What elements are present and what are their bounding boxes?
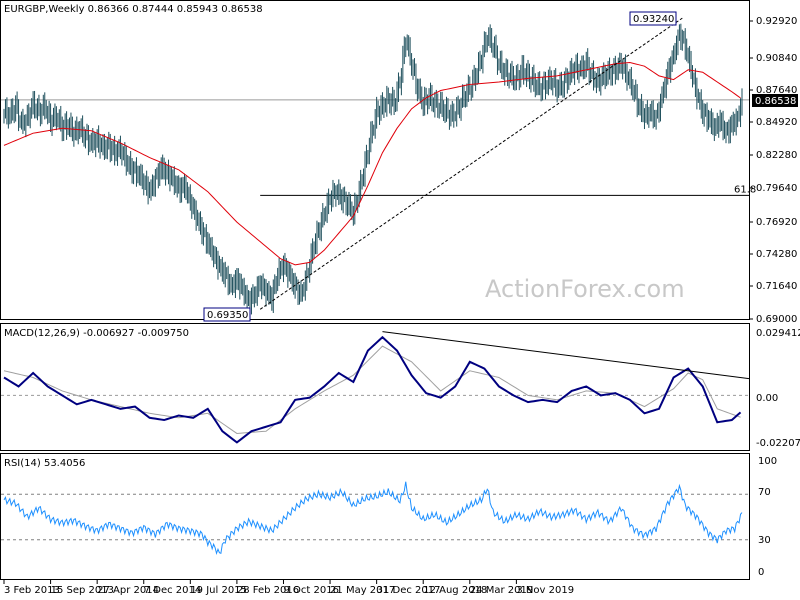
xtick-label: 28 Feb 2016 [237, 585, 299, 596]
xtick-label: 3 Feb 2013 [4, 585, 60, 596]
rsi-ytick-label: 30 [758, 535, 771, 546]
ma-line [3, 61, 741, 266]
rsi-layer [1, 481, 749, 556]
macd-ytick-label: 0.029412 [756, 328, 800, 339]
current-price-tag [752, 94, 798, 107]
macd-trendline [382, 331, 750, 380]
macd-layer [1, 331, 750, 444]
xtick-label: 19 Jul 2015 [190, 585, 247, 596]
ytick-label: 0.86538 [755, 96, 796, 107]
ytick-label: 0.90840 [756, 53, 797, 64]
price-header: EURGBP,Weekly 0.86366 0.87444 0.85943 0.… [4, 4, 263, 15]
rsi-panel [0, 453, 750, 580]
price-panel [0, 0, 750, 320]
high-annotation-text: 0.93240 [633, 14, 674, 25]
xtick-label: 21 May 2017 [330, 585, 395, 596]
high-annotation: 0.93240 [629, 11, 677, 26]
low-annotation-text: 0.69350 [207, 310, 248, 321]
ytick-label: 0.74280 [756, 249, 797, 260]
rsi-ytick-label: 100 [758, 456, 777, 467]
macd-panel [0, 323, 750, 451]
ytick-label: 0.71640 [756, 281, 797, 292]
macd-ytick-label: 0.00 [756, 393, 778, 404]
ytick-label: 0.82280 [756, 150, 797, 161]
trendline [259, 17, 683, 310]
macd-header: MACD(12,26,9) -0.006927 -0.009750 [4, 328, 189, 339]
xtick-label: 7 Dec 2014 [144, 585, 202, 596]
signal-line [3, 345, 741, 434]
rsi-header: RSI(14) 53.4056 [4, 458, 85, 469]
price-layer: 61.8 0.69350 0.93240 [1, 11, 756, 322]
xtick-label: 27 Apr 2014 [97, 585, 159, 596]
low-annotation-box [203, 307, 251, 322]
ytick-label: 0.69000 [756, 314, 797, 325]
rsi-line [3, 481, 743, 556]
ytick-label: 0.76920 [756, 217, 797, 228]
xtick-label: 31 Dec 2017 [377, 585, 441, 596]
xtick-label: 12 Aug 2018 [423, 585, 487, 596]
xtick-label: 24 Mar 2019 [470, 585, 533, 596]
high-annotation-box [629, 11, 677, 26]
ytick-label: 0.87640 [756, 85, 797, 96]
watermark: ActionForex.com [485, 275, 685, 303]
ytick-label: 0.79640 [756, 183, 797, 194]
fib-label: 61.8 [734, 184, 756, 195]
macd-line [3, 335, 742, 444]
ytick-label: 0.92920 [756, 16, 797, 27]
macd-ytick-label: -0.022074 [756, 438, 800, 449]
low-annotation: 0.69350 [203, 307, 251, 322]
xtick-label: 15 Sep 2013 [51, 585, 114, 596]
xtick-label: 3 Nov 2019 [516, 585, 574, 596]
rsi-ytick-label: 0 [758, 567, 764, 578]
xtick-label: 9 Oct 2016 [283, 585, 338, 596]
rsi-ytick-label: 70 [758, 487, 771, 498]
ytick-label: 0.84920 [756, 117, 797, 128]
